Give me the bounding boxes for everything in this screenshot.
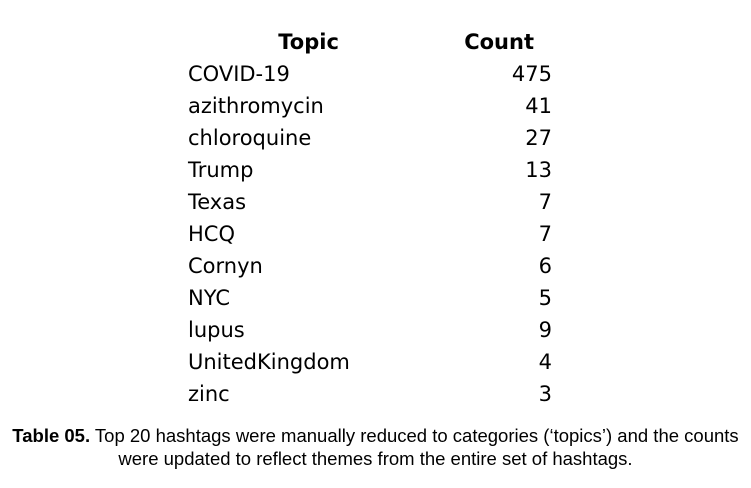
- count-cell: 27: [525, 126, 552, 150]
- count-cell: 7: [538, 190, 552, 214]
- table-row: azithromycin 41: [186, 90, 556, 122]
- table-row: lupus 9: [186, 314, 556, 346]
- count-column-header: Count: [464, 30, 534, 54]
- topic-cell: lupus: [188, 318, 245, 342]
- topic-cell: Cornyn: [188, 254, 263, 278]
- topic-cell: azithromycin: [188, 94, 324, 118]
- table-row: Trump 13: [186, 154, 556, 186]
- table-row: chloroquine 27: [186, 122, 556, 154]
- table-row: UnitedKingdom 4: [186, 346, 556, 378]
- topic-cell: COVID-19: [188, 62, 290, 86]
- topic-cell: UnitedKingdom: [188, 350, 350, 374]
- count-cell: 3: [538, 382, 552, 406]
- table-row: HCQ 7: [186, 218, 556, 250]
- count-cell: 5: [538, 286, 552, 310]
- count-cell: 41: [525, 94, 552, 118]
- count-cell: 9: [538, 318, 552, 342]
- count-cell: 13: [525, 158, 552, 182]
- count-cell: 475: [511, 62, 552, 86]
- table-header: Topic Count: [186, 26, 556, 58]
- table-caption: Table 05. Top 20 hashtags were manually …: [0, 424, 751, 470]
- count-cell: 7: [538, 222, 552, 246]
- count-cell: 6: [538, 254, 552, 278]
- topic-cell: NYC: [188, 286, 231, 310]
- hashtag-topic-table: Topic Count COVID-19 475 azithromycin 41…: [186, 26, 556, 410]
- table-row: Cornyn 6: [186, 250, 556, 282]
- table-body: COVID-19 475 azithromycin 41 chloroquine…: [186, 58, 556, 410]
- count-cell: 4: [538, 350, 552, 374]
- topic-cell: zinc: [188, 382, 230, 406]
- caption-text: Top 20 hashtags were manually reduced to…: [90, 425, 739, 469]
- table-row: Texas 7: [186, 186, 556, 218]
- topic-column-header: Topic: [278, 30, 339, 54]
- caption-label: Table 05.: [12, 425, 91, 446]
- hashtag-topic-table-container: Topic Count COVID-19 475 azithromycin 41…: [186, 26, 556, 410]
- topic-cell: Texas: [188, 190, 247, 214]
- topic-cell: chloroquine: [188, 126, 312, 150]
- topic-cell: Trump: [188, 158, 254, 182]
- table-row: COVID-19 475: [186, 58, 556, 90]
- table-header-row: Topic Count: [186, 26, 556, 58]
- table-row: NYC 5: [186, 282, 556, 314]
- topic-cell: HCQ: [188, 222, 235, 246]
- table-row: zinc 3: [186, 378, 556, 410]
